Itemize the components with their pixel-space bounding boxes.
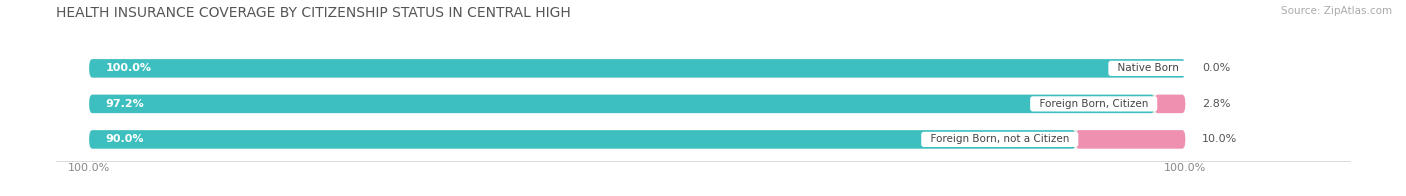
FancyBboxPatch shape [89, 130, 1076, 149]
Text: Foreign Born, Citizen: Foreign Born, Citizen [1033, 99, 1154, 109]
FancyBboxPatch shape [89, 95, 1154, 113]
FancyBboxPatch shape [1154, 95, 1185, 113]
Text: Foreign Born, not a Citizen: Foreign Born, not a Citizen [924, 134, 1076, 144]
FancyBboxPatch shape [89, 130, 1185, 149]
Text: Native Born: Native Born [1111, 63, 1185, 73]
FancyBboxPatch shape [89, 59, 1185, 78]
Text: 10.0%: 10.0% [1202, 134, 1237, 144]
Text: 100.0%: 100.0% [105, 63, 152, 73]
Text: 97.2%: 97.2% [105, 99, 145, 109]
Text: 0.0%: 0.0% [1202, 63, 1230, 73]
Text: 90.0%: 90.0% [105, 134, 143, 144]
Text: Source: ZipAtlas.com: Source: ZipAtlas.com [1281, 6, 1392, 16]
Text: HEALTH INSURANCE COVERAGE BY CITIZENSHIP STATUS IN CENTRAL HIGH: HEALTH INSURANCE COVERAGE BY CITIZENSHIP… [56, 6, 571, 20]
Text: 2.8%: 2.8% [1202, 99, 1230, 109]
FancyBboxPatch shape [1076, 130, 1185, 149]
FancyBboxPatch shape [89, 95, 1185, 113]
FancyBboxPatch shape [89, 59, 1185, 78]
